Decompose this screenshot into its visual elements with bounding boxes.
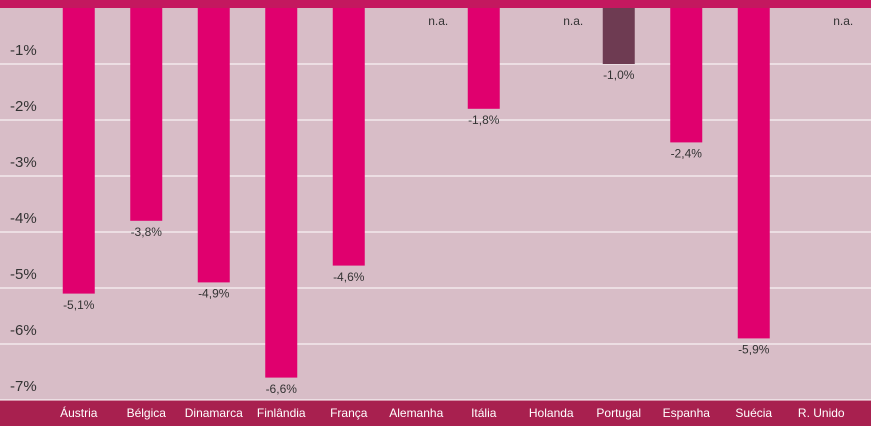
- x-tick-label: França: [330, 406, 368, 420]
- bar: [197, 8, 230, 283]
- bar: [737, 8, 770, 339]
- y-tick-label: -1%: [10, 42, 37, 59]
- value-label: n.a.: [833, 14, 853, 28]
- x-tick-label: R. Unido: [798, 406, 845, 420]
- bar: [265, 8, 298, 378]
- value-label: -3,8%: [131, 225, 163, 239]
- header-strip: [0, 0, 871, 8]
- value-label: -1,0%: [603, 68, 635, 82]
- y-tick-label: -7%: [10, 378, 37, 395]
- y-tick-label: -6%: [10, 322, 37, 339]
- x-tick-label: Áustria: [60, 405, 98, 420]
- value-label: n.a.: [428, 14, 448, 28]
- value-label: -5,1%: [63, 298, 95, 312]
- x-tick-label: Holanda: [529, 406, 574, 420]
- value-label: -1,8%: [468, 113, 500, 127]
- bar: [332, 8, 365, 266]
- x-tick-label: Espanha: [663, 406, 711, 420]
- value-label: n.a.: [563, 14, 583, 28]
- value-label: -4,6%: [333, 270, 365, 284]
- bar: [62, 8, 95, 294]
- bar: [130, 8, 163, 221]
- category-band: [0, 400, 871, 426]
- y-tick-label: -4%: [10, 210, 37, 227]
- x-tick-label: Bélgica: [127, 406, 167, 420]
- value-label: -4,9%: [198, 287, 230, 301]
- x-tick-label: Itália: [471, 406, 497, 420]
- y-tick-label: -5%: [10, 266, 37, 283]
- value-label: -2,4%: [671, 147, 703, 161]
- value-label: -5,9%: [738, 343, 770, 357]
- value-label: -6,6%: [266, 382, 298, 396]
- bar: [602, 8, 635, 64]
- x-tick-label: Dinamarca: [185, 406, 243, 420]
- y-tick-label: -3%: [10, 154, 37, 171]
- x-tick-label: Alemanha: [389, 406, 443, 420]
- x-tick-label: Portugal: [596, 406, 641, 420]
- y-tick-label: -2%: [10, 98, 37, 115]
- x-tick-label: Suécia: [735, 406, 772, 420]
- bar: [467, 8, 500, 109]
- x-tick-label: Finlândia: [257, 406, 306, 420]
- bar: [670, 8, 703, 143]
